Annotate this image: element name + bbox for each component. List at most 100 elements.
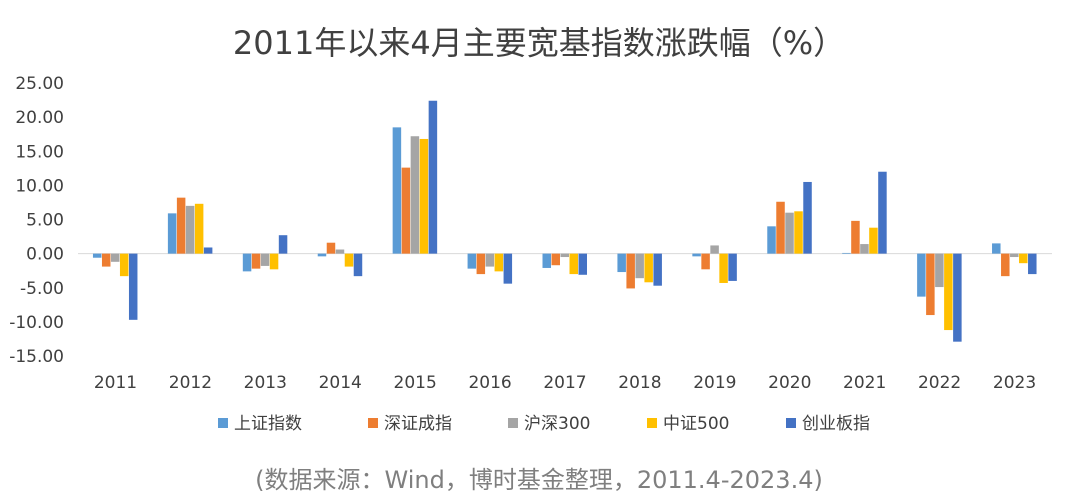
y-tick-label: 20.00 (15, 108, 64, 128)
bar-创业板指-2021 (878, 171, 887, 254)
bar-上证指数-2014 (317, 253, 327, 257)
source-note: (数据来源：Wind，博时基金整理，2011.4-2023.4) (255, 466, 823, 494)
bar-上证指数-2019 (692, 253, 701, 257)
bar-沪深300-2019 (710, 245, 719, 254)
bar-创业板指-2017 (578, 253, 587, 275)
x-tick-label: 2012 (169, 373, 212, 393)
bar-上证指数-2022 (917, 253, 926, 297)
bar-中证500-2021 (869, 227, 878, 254)
bar-中证500-2023 (1019, 253, 1028, 264)
x-tick-label: 2015 (394, 373, 437, 393)
bar-沪深300-2022 (935, 253, 944, 288)
x-tick-label: 2017 (543, 373, 586, 393)
bar-沪深300-2012 (185, 205, 195, 254)
x-tick-label: 2016 (468, 373, 511, 393)
bar-中证500-2017 (569, 253, 578, 275)
bar-沪深300-2011 (110, 253, 120, 262)
y-tick-label: 15.00 (15, 142, 64, 162)
bar-深证成指-2019 (701, 253, 710, 270)
bar-深证成指-2017 (551, 253, 560, 266)
y-axis-ticks: 25.00 20.00 15.00 10.00 5.00 0.00 -5.00 -10.00 -… (9, 74, 64, 367)
x-tick-label: 2018 (618, 373, 661, 393)
bar-上证指数-2020 (767, 226, 776, 254)
x-tick-label: 2022 (918, 373, 961, 393)
bar-中证500-2020 (794, 211, 803, 254)
bar-创业板指-2015 (428, 100, 438, 254)
bar-沪深300-2020 (785, 212, 794, 254)
bar-创业板指-2011 (128, 253, 138, 320)
legend-swatch (647, 418, 657, 428)
x-tick-label: 2021 (843, 373, 886, 393)
legend: 上证指数 深证成指 沪深300 中证500 创业板指 (218, 414, 870, 434)
y-tick-label: 0.00 (26, 245, 64, 265)
legend-label: 中证500 (663, 414, 729, 434)
bar-上证指数-2016 (467, 253, 477, 269)
bar-深证成指-2016 (476, 253, 486, 275)
bar-创业板指-2018 (653, 253, 662, 286)
bar-中证500-2014 (344, 253, 354, 267)
legend-label: 深证成指 (384, 414, 452, 434)
legend-label: 沪深300 (524, 414, 590, 434)
y-tick-label: 25.00 (15, 74, 64, 94)
bar-上证指数-2012 (167, 213, 177, 254)
bar-中证500-2022 (944, 253, 953, 331)
bar-沪深300-2018 (635, 253, 644, 279)
bar-深证成指-2011 (101, 253, 111, 267)
x-tick-label: 2020 (768, 373, 811, 393)
x-tick-label: 2019 (693, 373, 736, 393)
bar-深证成指-2020 (776, 201, 785, 254)
bar-series (92, 100, 1037, 342)
legend-swatch (508, 418, 518, 428)
x-axis-ticks: 2011 2012 2013 2014 2015 2016 2017 2018 2019 2020… (94, 373, 1036, 393)
bar-深证成指-2022 (926, 253, 935, 316)
bar-中证500-2013 (269, 253, 279, 270)
bar-上证指数-2021 (842, 252, 851, 254)
bar-深证成指-2021 (851, 220, 860, 254)
bar-上证指数-2023 (992, 243, 1001, 254)
bar-中证500-2018 (644, 253, 653, 283)
bar-沪深300-2023 (1010, 253, 1019, 258)
bar-创业板指-2012 (203, 247, 213, 254)
bar-创业板指-2023 (1028, 253, 1037, 275)
bar-中证500-2012 (194, 203, 204, 254)
bar-深证成指-2013 (251, 253, 261, 269)
x-tick-label: 2023 (993, 373, 1036, 393)
x-tick-label: 2011 (94, 373, 137, 393)
x-tick-label: 2014 (319, 373, 362, 393)
bar-创业板指-2013 (278, 235, 288, 254)
bar-中证500-2016 (494, 253, 504, 272)
bar-沪深300-2015 (410, 136, 420, 254)
bar-深证成指-2014 (326, 242, 336, 254)
legend-swatch (218, 418, 228, 428)
bar-沪深300-2014 (335, 249, 345, 254)
legend-swatch (368, 418, 378, 428)
bar-中证500-2011 (119, 253, 129, 277)
y-tick-label: 5.00 (26, 211, 64, 231)
bar-深证成指-2015 (401, 167, 411, 254)
bar-沪深300-2017 (560, 253, 569, 258)
bar-上证指数-2015 (392, 127, 402, 254)
y-tick-label: -10.00 (9, 313, 64, 333)
bar-创业板指-2014 (353, 253, 363, 277)
bar-上证指数-2013 (242, 253, 252, 272)
chart-title: 2011年以来4月主要宽基指数涨跌幅（%） (232, 24, 846, 62)
bar-深证成指-2018 (626, 253, 635, 289)
bar-沪深300-2021 (860, 244, 869, 254)
bar-上证指数-2017 (542, 253, 551, 268)
legend-swatch (786, 418, 796, 428)
bar-创业板指-2016 (503, 253, 513, 284)
bar-上证指数-2018 (617, 253, 626, 273)
bar-上证指数-2011 (92, 253, 102, 258)
bar-中证500-2019 (719, 253, 728, 283)
bar-创业板指-2020 (803, 181, 812, 254)
bar-中证500-2015 (419, 138, 429, 254)
bar-沪深300-2016 (485, 253, 495, 267)
bar-创业板指-2022 (953, 253, 962, 342)
bar-创业板指-2019 (728, 253, 737, 281)
y-tick-label: -5.00 (20, 279, 64, 299)
legend-label: 上证指数 (234, 414, 302, 434)
legend-label: 创业板指 (802, 414, 870, 434)
y-tick-label: 10.00 (15, 176, 64, 196)
bar-深证成指-2023 (1001, 253, 1010, 277)
